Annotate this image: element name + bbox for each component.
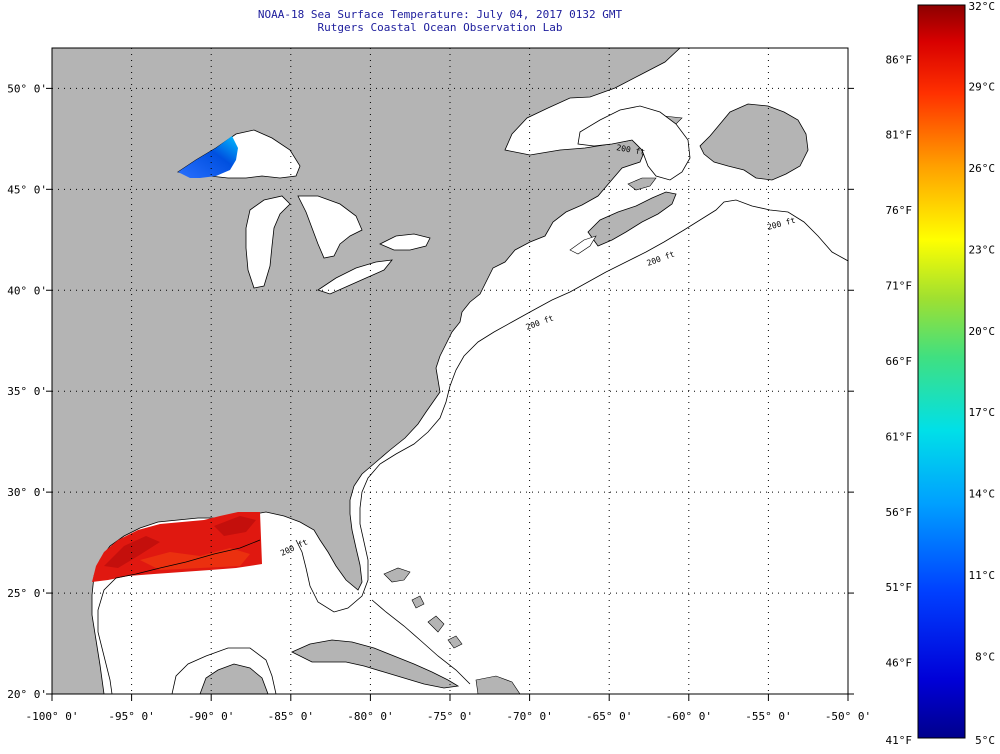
longitude-label: -50° 0' [825,710,871,723]
longitude-label: -95° 0' [108,710,154,723]
longitude-label: -80° 0' [347,710,393,723]
latitude-label: 25° 0' [7,587,47,600]
longitude-labels: -100° 0' -95° 0' -90° 0' -85° 0' -80° 0' -75°… [26,710,872,723]
celsius-label: 11°C [969,569,996,582]
celsius-label: 29°C [969,80,996,93]
lake-ontario [379,233,431,251]
axis-ticks [46,87,854,701]
longitude-label: -85° 0' [268,710,314,723]
lake-michigan [245,195,291,289]
yucatan-land [199,663,269,694]
longitude-label: -60° 0' [666,710,712,723]
longitude-label: -55° 0' [745,710,791,723]
landmass-layer [52,48,809,694]
longitude-label: -75° 0' [427,710,473,723]
fahrenheit-label: 46°F [886,657,913,670]
colorbar-labels: 32°C 29°C 26°C 23°C 20°C 17°C 14°C 11°C 8°C 5°C 86… [886,0,996,747]
map-subtitle: Rutgers Coastal Ocean Observation Lab [317,21,563,34]
latitude-labels: 20° 0' 25° 0' 30° 0' 35° 0' 40° 0' 45° 0' 50° … [7,82,47,701]
fahrenheit-label: 51°F [886,581,913,594]
map-title: NOAA-18 Sea Surface Temperature: July 04… [257,8,623,21]
nova-scotia-land [587,191,677,247]
fahrenheit-label: 61°F [886,430,913,443]
celsius-label: 14°C [969,488,996,501]
gulf-sst-variation [140,548,250,570]
longitude-label: -65° 0' [586,710,632,723]
gulf-shelf-contour [97,539,261,694]
fahrenheit-label: 86°F [886,53,913,66]
shelf-contour-layer [97,199,848,694]
graticule [52,48,848,694]
celsius-label: 5°C [975,734,995,747]
fahrenheit-label: 56°F [886,506,913,519]
sst-colorbar [917,4,966,739]
fahrenheit-label: 76°F [886,204,913,217]
lake-huron [297,195,363,259]
fahrenheit-label: 41°F [886,734,913,747]
fahrenheit-label: 81°F [886,129,913,142]
longitude-label: -100° 0' [26,710,79,723]
cuba-land [291,639,460,689]
celsius-label: 8°C [975,651,995,664]
bay-of-fundy [569,235,597,255]
latitude-label: 45° 0' [7,183,47,196]
lake-erie [317,259,393,295]
hispaniola-land [475,675,521,694]
longitude-label: -70° 0' [506,710,552,723]
latitude-label: 40° 0' [7,284,47,297]
celsius-label: 26°C [969,162,996,175]
bahamas-islands [383,567,463,649]
latitude-label: 20° 0' [7,688,47,701]
latitude-label: 30° 0' [7,486,47,499]
celsius-label: 20°C [969,325,996,338]
florida-keys-contour [371,599,471,685]
longitude-label: -90° 0' [188,710,234,723]
celsius-label: 17°C [969,406,996,419]
celsius-label: 32°C [969,0,996,13]
celsius-label: 23°C [969,243,996,256]
fahrenheit-label: 71°F [886,280,913,293]
newfoundland-land [699,103,809,181]
latitude-label: 35° 0' [7,385,47,398]
atlantic-shelf-contour [295,199,848,613]
fahrenheit-label: 66°F [886,355,913,368]
lake-superior-sst [178,136,238,178]
gulf-sst-hot [104,516,256,568]
yucatan-shelf-contour [171,647,277,694]
latitude-label: 50° 0' [7,82,47,95]
